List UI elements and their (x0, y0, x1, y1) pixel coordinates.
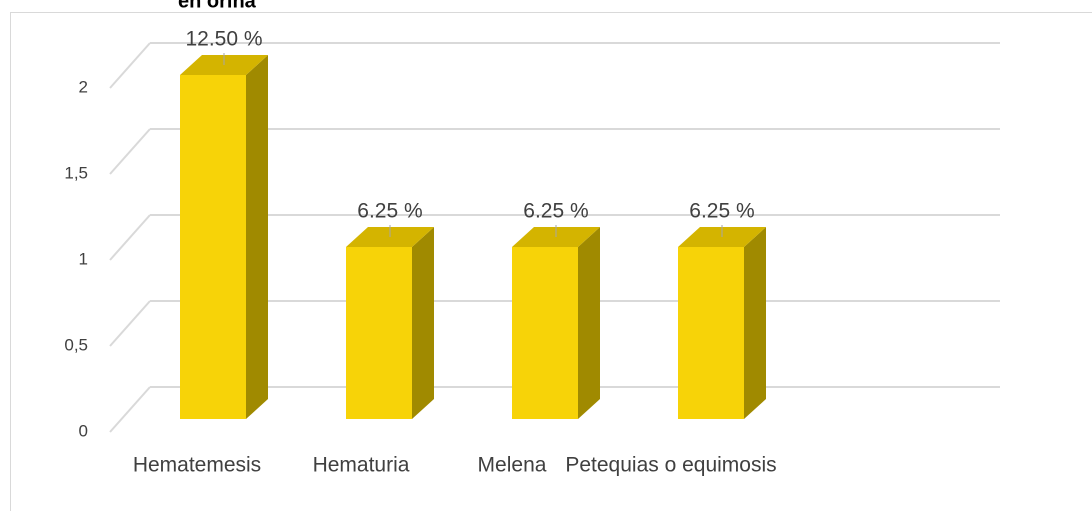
y-tick-label: 0,5 (64, 335, 88, 354)
grid-line-side (109, 42, 151, 89)
x-tick-label: Petequias o equimosis (565, 454, 776, 477)
bar (346, 247, 412, 419)
bar (512, 247, 578, 419)
value-label: 6.25 % (523, 200, 588, 223)
value-label: 6.25 % (689, 200, 754, 223)
value-label: 6.25 % (357, 200, 422, 223)
y-tick-label: 2 (79, 77, 88, 96)
x-tick-label: Hematemesis (133, 454, 261, 477)
grid-line-side (109, 128, 151, 175)
bar-side (412, 227, 434, 419)
bar-side (246, 55, 268, 419)
x-tick-label: Hematuria (313, 454, 410, 477)
bar-side (744, 227, 766, 419)
grid-line-side (109, 300, 151, 347)
value-label: 12.50 % (185, 28, 262, 51)
bar (678, 247, 744, 419)
chart-frame (10, 12, 1092, 511)
x-tick-label: Melena (478, 454, 547, 477)
y-tick-label: 0 (79, 421, 88, 440)
chart-title: en orina (178, 0, 257, 12)
bar (180, 75, 246, 419)
bar-side (578, 227, 600, 419)
grid-line-side (109, 214, 151, 261)
y-tick-label: 1 (79, 249, 88, 268)
grid-line-side (109, 386, 151, 433)
y-tick-label: 1,5 (64, 163, 88, 182)
